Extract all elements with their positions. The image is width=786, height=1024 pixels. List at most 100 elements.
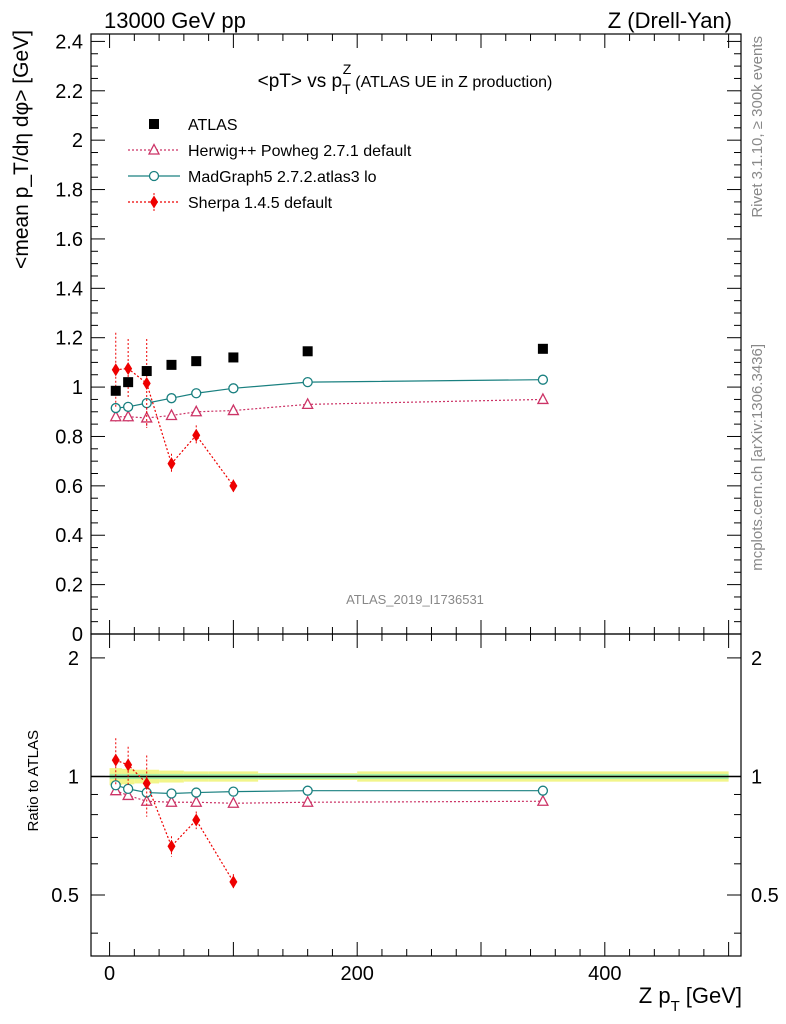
y-tick-label: 1 [72, 377, 83, 399]
legend-marker [148, 170, 160, 182]
ratio-y-tick-label-right: 1 [751, 766, 762, 788]
ratio-point [301, 795, 314, 807]
watermark: ATLAS_2019_I1736531 [346, 592, 484, 607]
ratio-point [190, 795, 203, 807]
y-tick-label: 2 [72, 130, 83, 152]
y-tick-label: 2.2 [55, 81, 83, 103]
main-point [166, 393, 177, 404]
x-axis-label: Z pT [GeV] [639, 983, 742, 1015]
main-point [124, 362, 133, 376]
ratio-point [142, 776, 151, 790]
ratio-point [167, 839, 176, 853]
main-point [165, 408, 178, 421]
main-point [122, 401, 134, 412]
chart-title-main: <pT> vs p [258, 71, 343, 92]
main-point [123, 377, 134, 388]
x-axis-label-main: Z p [639, 983, 671, 1008]
ratio-point [227, 796, 240, 808]
ratio-series-herwig-powheg-2-7-1-default [109, 783, 549, 808]
ratio-point [192, 813, 201, 827]
side-note-lower: mcplots.cern.ch [arXiv:1306.3436] [749, 344, 766, 571]
main-point [122, 409, 135, 422]
ratio-y-tick-label: 0.5 [51, 885, 79, 907]
main-plot-frame: 0 0.2 0.4 0.6 0.8 1 1.2 1.4 1.6 1.8 2 2.2 2.4 [55, 31, 742, 646]
x-tick-label: 200 [341, 963, 374, 985]
ratio-series-line [115, 784, 543, 795]
ratio-point [191, 787, 202, 798]
ratio-point [536, 794, 549, 806]
x-tick-label: 400 [588, 963, 621, 985]
chart-title-sub: T [342, 81, 351, 97]
ratio-plot-frame: 0 200 400 0.5 0.5 1 1 2 2 [51, 633, 779, 985]
y-tick-label: 0.4 [55, 525, 83, 547]
main-point [110, 402, 121, 414]
main-point [228, 352, 239, 363]
chart-title: <pT> vs pTZ(ATLAS UE in Z production) [258, 61, 553, 97]
main-ylabel: <mean p_T/dη dφ> [GeV] [10, 30, 33, 269]
y-tick-label: 1.6 [55, 229, 83, 251]
main-point [229, 479, 238, 493]
main-point [109, 409, 122, 422]
y-tick-label: 0.8 [55, 426, 83, 448]
main-point [111, 363, 120, 377]
y-tick-label: 1.2 [55, 328, 83, 350]
ratio-point [122, 783, 134, 795]
ratio-y-tick-label-right: 2 [751, 648, 762, 670]
main-point [166, 359, 177, 370]
main-point [191, 356, 202, 367]
x-axis-label-unit: [GeV] [686, 983, 742, 1008]
side-note-upper: Rivet 3.1.10, ≥ 300k events [749, 36, 766, 218]
legend-entry-madgraph5-2-7-2-atlas3-lo: MadGraph5 2.7.2.atlas3 lo [128, 169, 377, 186]
legend-label: Sherpa 1.4.5 default [188, 195, 333, 212]
main-point [167, 457, 176, 471]
main-point [142, 376, 151, 390]
y-tick-label: 1.8 [55, 180, 83, 202]
ratio-plot-series [109, 738, 549, 890]
main-point [110, 385, 121, 396]
ratio-point [228, 786, 239, 797]
y-tick-label: 0.6 [55, 476, 83, 498]
main-point [141, 366, 152, 377]
legend-label: Herwig++ Powheg 2.7.1 default [188, 143, 412, 160]
main-series-sherpa-1-4-5-default [111, 332, 238, 493]
legend-marker [150, 195, 158, 209]
main-point [537, 343, 548, 354]
main-series-line [115, 398, 543, 419]
legend-entry-atlas: ATLAS [149, 117, 238, 134]
main-point [302, 376, 313, 388]
ratio-series-line [115, 759, 234, 883]
main-point [192, 428, 201, 442]
chart-title-sup: Z [343, 61, 352, 77]
legend-marker [147, 143, 161, 155]
ratio-point [302, 785, 313, 796]
plot-border [90, 633, 742, 957]
main-point [302, 346, 313, 357]
ratio-y-tick-label-right: 0.5 [751, 885, 779, 907]
main-series-herwig-powheg-2-7-1-default [109, 392, 549, 428]
ratio-y-tick-label: 2 [68, 648, 79, 670]
main-point [228, 383, 239, 394]
legend-label: ATLAS [188, 117, 238, 134]
ratio-point [229, 875, 238, 889]
ratio-point [110, 780, 121, 791]
ratio-point [124, 758, 133, 772]
legend-entry-sherpa-1-4-5-default: Sherpa 1.4.5 default [128, 193, 333, 212]
main-point [140, 411, 153, 423]
header-right: Z (Drell-Yan) [608, 8, 732, 33]
main-point [536, 392, 549, 405]
legend-marker [149, 119, 159, 129]
ratio-point [537, 785, 549, 796]
legend-label: MadGraph5 2.7.2.atlas3 lo [188, 169, 377, 186]
main-point [191, 388, 202, 399]
ratio-y-tick-label: 1 [68, 766, 79, 788]
main-series-line [115, 379, 543, 409]
main-series-madgraph5-2-7-2-atlas3-lo [110, 374, 549, 414]
main-plot-series [109, 332, 549, 493]
ratio-series-sherpa-1-4-5-default [111, 738, 238, 890]
y-tick-label: 0 [72, 624, 83, 646]
x-tick-label: 0 [104, 963, 115, 985]
main-point [227, 403, 240, 416]
ratio-series-madgraph5-2-7-2-atlas3-lo [110, 780, 549, 799]
y-tick-label: 1.4 [55, 278, 83, 300]
